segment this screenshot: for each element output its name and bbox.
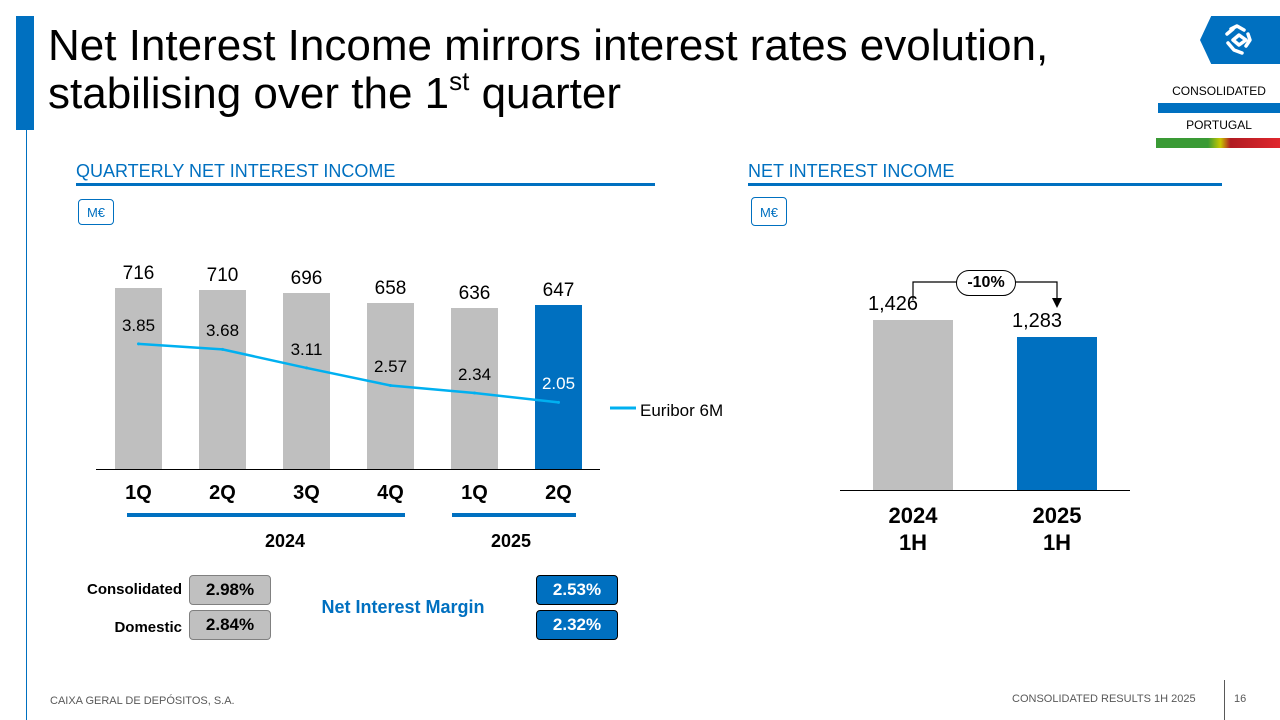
quarterly-x-axis: [96, 469, 600, 470]
nim-2025-consolidated: 2.53%: [536, 575, 618, 605]
half-year-bar-1: [873, 320, 953, 490]
quarter-label-5: 1Q: [461, 482, 488, 504]
portugal-tag: PORTUGAL: [1158, 118, 1280, 132]
page-title-line-1: Net Interest Income mirrors interest rat…: [48, 21, 1049, 70]
half-year-label-part: 1H: [898, 530, 928, 555]
consolidated-tag-bar: [1158, 103, 1280, 113]
quarter-label-6: 2Q: [545, 482, 572, 504]
year-2024-bracket: [127, 513, 405, 517]
nim-2024-domestic: 2.84%: [189, 610, 271, 640]
title-accent-bar: [16, 16, 34, 130]
quarter-label-3: 3Q: [293, 482, 320, 504]
euribor-value-3: 3.11: [290, 339, 323, 359]
year-2025-label: 2025: [490, 531, 532, 551]
quarterly-bar-5: [451, 308, 498, 469]
page-number: 16: [1234, 693, 1247, 705]
euribor-point-4: [389, 383, 392, 387]
half-year-x-axis: [840, 490, 1130, 491]
nii-unit-badge: M€: [751, 197, 787, 226]
half-year-label-part: 1H: [1042, 530, 1072, 555]
euribor-legend-swatch: [610, 406, 636, 410]
quarterly-bar-value-3: 696: [290, 268, 323, 290]
euribor-series-line: [138, 342, 559, 404]
quarter-label-2: 2Q: [209, 482, 236, 504]
footer-separator: [1224, 680, 1225, 720]
portugal-flag-bar: [1156, 138, 1280, 148]
nim-title: Net Interest Margin: [321, 597, 485, 617]
half-year-label-1: 2024 1H: [863, 502, 963, 556]
nii-title: NET INTEREST INCOME: [748, 161, 955, 181]
change-badge: -10%: [956, 270, 1016, 296]
page-title: Net Interest Income mirrors interest rat…: [48, 22, 1148, 118]
page-title-superscript: st: [449, 66, 470, 96]
euribor-point-3: [305, 366, 308, 370]
euribor-value-5: 2.34: [457, 364, 492, 384]
quarter-label-1: 1Q: [125, 482, 152, 504]
quarterly-bar-value-6: 647: [542, 280, 575, 302]
euribor-point-2: [221, 347, 224, 351]
quarterly-bar-value-4: 658: [374, 277, 407, 299]
cgd-logo-icon: [1225, 24, 1252, 55]
half-year-bar-2: [1017, 337, 1097, 490]
nim-row-label-consolidated: Consolidated: [86, 581, 182, 598]
quarterly-bar-value-1: 716: [122, 263, 155, 284]
consolidated-tag-label: CONSOLIDATED: [1172, 84, 1266, 98]
half-year-label-part: 2025: [1032, 503, 1082, 528]
euribor-value-2: 3.68: [205, 321, 240, 341]
nim-2025-domestic: 2.32%: [536, 610, 618, 640]
footer-report: CONSOLIDATED RESULTS 1H 2025: [1012, 693, 1196, 705]
quarterly-unit-badge: M€: [78, 199, 114, 225]
quarter-label-4: 4Q: [377, 482, 404, 504]
nim-2024-consolidated: 2.98%: [189, 575, 271, 605]
quarterly-bar-1: [115, 288, 162, 469]
euribor-value-1: 3.85: [121, 315, 156, 335]
page-title-line-2-end: quarter: [469, 69, 621, 118]
quarterly-nii-title: QUARTERLY NET INTEREST INCOME: [76, 161, 396, 181]
half-year-bar-value-2: 1,283: [1011, 310, 1063, 333]
quarterly-bar-value-2: 710: [206, 264, 239, 286]
year-2025-bracket: [452, 513, 576, 517]
quarterly-bar-2: [199, 289, 246, 469]
euribor-point-6: [557, 400, 560, 404]
euribor-value-4: 2.57: [373, 357, 408, 377]
footer-company: CAIXA GERAL DE DEPÓSITOS, S.A.: [50, 695, 235, 707]
nii-title-underline: [748, 183, 1222, 186]
year-2024-label: 2024: [264, 531, 306, 551]
half-year-bar-value-1: 1,426: [867, 293, 919, 315]
euribor-legend-label: Euribor 6M: [640, 401, 724, 420]
half-year-label-part: 2024: [888, 503, 938, 528]
page-title-line-2-text: stabilising over the 1: [48, 69, 450, 118]
euribor-point-1: [137, 342, 140, 346]
quarterly-bar-3: [283, 293, 330, 469]
page-title-line-2: stabilising over the 1st quarter: [48, 68, 1148, 118]
quarterly-bar-6: [535, 305, 582, 469]
consolidated-tag: CONSOLIDATED: [1158, 84, 1280, 98]
left-margin-line: [26, 130, 27, 720]
euribor-point-5: [473, 391, 476, 395]
quarterly-bar-value-5: 636: [458, 283, 491, 305]
portugal-tag-label: PORTUGAL: [1186, 118, 1252, 132]
quarterly-nii-title-underline: [76, 183, 655, 186]
logo-tab: [1200, 16, 1280, 64]
half-year-label-2: 2025 1H: [1007, 502, 1107, 556]
nim-row-label-domestic: Domestic: [114, 619, 182, 636]
euribor-value-6: 2.05: [541, 374, 576, 394]
